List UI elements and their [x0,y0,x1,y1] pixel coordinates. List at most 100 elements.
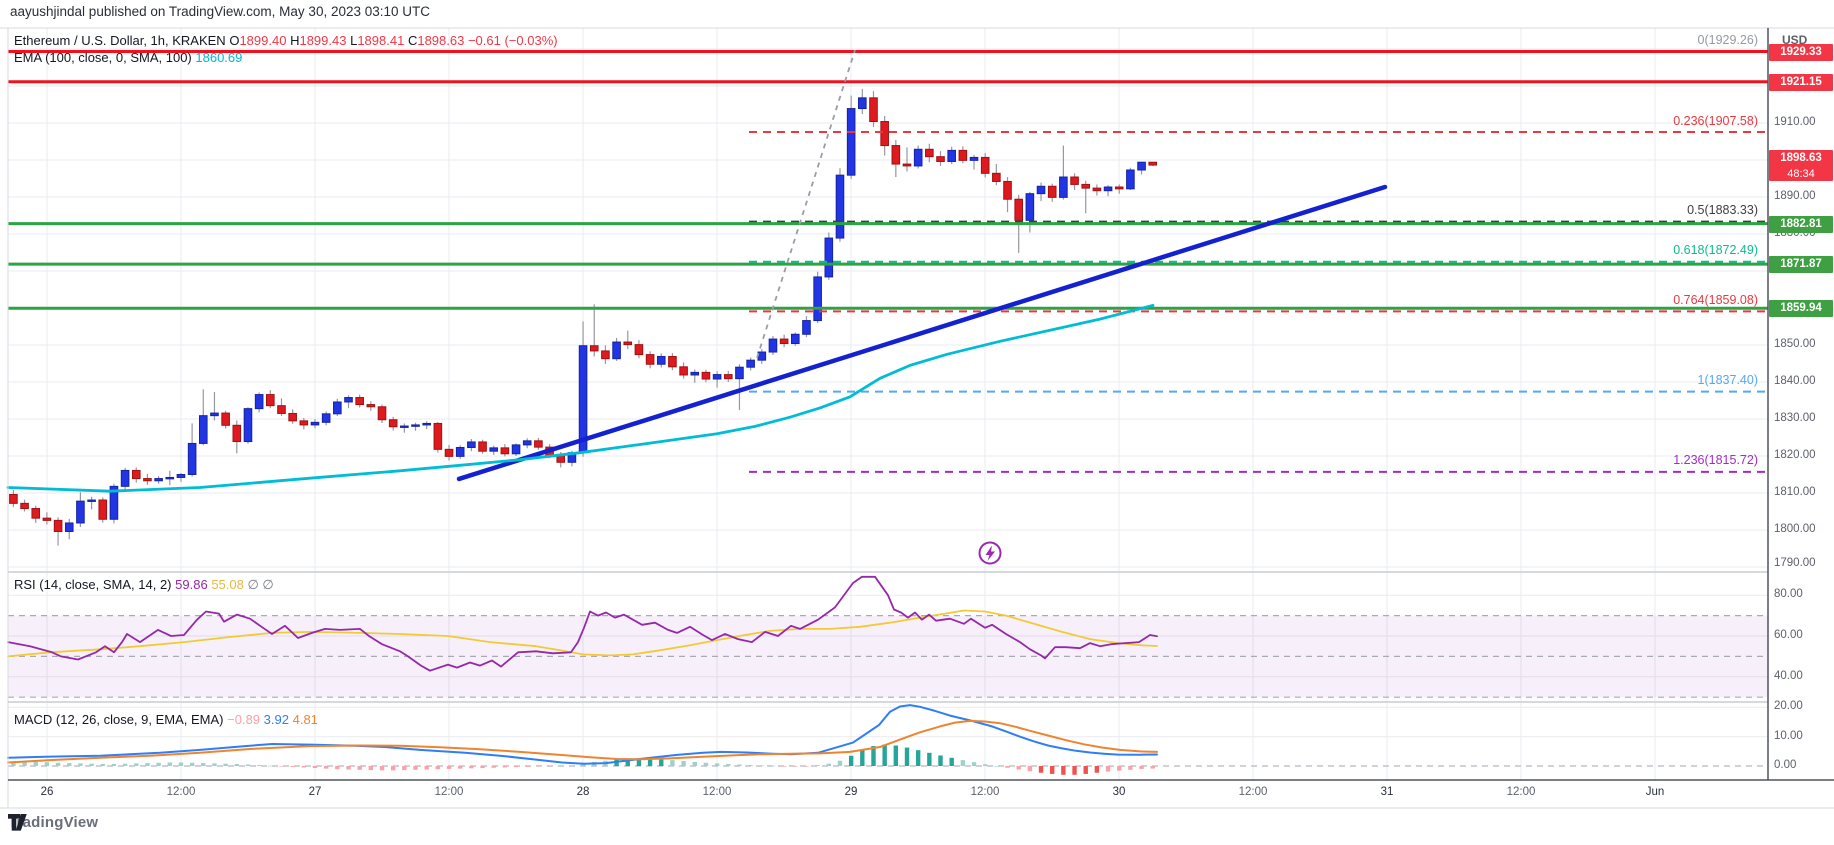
macd-histogram-bar [960,760,966,766]
price-axis-label[interactable]: 1810.00 [1774,486,1816,498]
ema-value: 1860.69 [195,50,243,65]
time-axis-label-12:00[interactable]: 12:00 [166,786,196,798]
macd-histogram-bar [1005,766,1010,768]
candle-body [846,108,856,176]
price-axis-label[interactable]: 1890.00 [1774,190,1816,202]
candle-body [9,493,18,504]
candle-body [120,469,130,487]
time-axis-label-12:00[interactable]: 12:00 [1238,786,1268,798]
price-axis-label[interactable]: 1910.00 [1774,116,1816,128]
candle-body [1025,193,1035,221]
time-axis-label-27[interactable]: 27 [308,786,322,798]
ema-title: EMA (100, close, 0, SMA, 100) [14,50,192,65]
macd-histogram-bar [446,766,452,769]
macd-legend[interactable]: MACD (12, 26, close, 9, EMA, EMA) −0.89 … [14,712,318,727]
time-axis-label-12:00[interactable]: 12:00 [434,786,464,798]
macd-histogram-bar [860,749,865,766]
candle-body [344,397,353,403]
time-axis-label-12:00[interactable]: 12:00 [702,786,732,798]
macd-histogram-bar [390,766,396,771]
macd-histogram-bar [982,764,988,766]
candle-body [266,394,275,407]
macd-histogram-bar [178,762,184,766]
candle-body [400,425,409,428]
macd-histogram-bar [234,763,239,766]
price-axis-label[interactable]: 10.00 [1774,730,1803,742]
candle-body [779,338,789,345]
macd-histogram-bar [1016,766,1021,770]
macd-histogram-bar [256,765,262,766]
macd-histogram-bar [871,746,876,766]
macd-histogram-bar [770,765,776,767]
time-axis-label-29[interactable]: 29 [844,786,858,798]
macd-histogram-bar [938,755,943,766]
rsi-legend[interactable]: RSI (14, close, SMA, 14, 2) 59.86 55.08 … [14,577,274,593]
candle-body [64,522,74,532]
candle-body [791,333,800,345]
candle-body [299,420,309,426]
candle-body [210,412,219,417]
time-axis-label-Jun[interactable]: Jun [1645,786,1665,798]
tradingview-logo[interactable]: TradingView [8,814,98,831]
candle-body [746,359,755,368]
macd-histogram-bar [670,760,675,766]
candle-body [768,338,778,353]
macd-histogram-bar [1105,766,1111,772]
candle-body [1114,186,1124,190]
price-axis-label[interactable]: 1790.00 [1774,557,1816,569]
price-tag-1898.63: 1898.63 48:34 [1769,149,1833,181]
candle-body [656,355,666,365]
macd-histogram-bar [156,762,161,766]
macd-signal-line [7,719,1158,764]
price-axis-label[interactable]: 60.00 [1774,629,1803,641]
price-axis-label[interactable]: 20.00 [1774,700,1803,712]
candle-body [645,354,655,365]
candle-body [601,350,610,360]
macd-histogram-bar [1038,766,1044,773]
macd-signal-value: 4.81 [292,712,318,727]
macd-histogram-bar [659,759,664,766]
tradingview-logo-text: TradingView [8,814,99,831]
price-axis-label[interactable]: 1820.00 [1774,449,1816,461]
macd-value: 3.92 [263,712,289,727]
ema-legend[interactable]: EMA (100, close, 0, SMA, 100) 1860.69 [14,50,242,65]
macd-histogram-bar [290,766,295,767]
macd-histogram-bar [536,766,541,767]
price-axis-label[interactable]: 40.00 [1774,670,1803,682]
time-axis-label-30[interactable]: 30 [1112,786,1126,798]
macd-histogram-bar [692,761,697,766]
symbol-legend[interactable]: Ethereum / U.S. Dollar, 1h, KRAKEN O1899… [14,33,558,48]
macd-histogram-bar [1117,766,1122,771]
candle-body [612,341,621,360]
time-axis-label-28[interactable]: 28 [576,786,590,798]
candle-body [824,237,834,278]
price-axis-label[interactable]: 1850.00 [1774,338,1816,350]
macd-histogram-bar [122,763,128,766]
price-axis-label[interactable]: 80.00 [1774,588,1803,600]
macd-histogram-bar [11,761,16,766]
candle-body [176,474,186,478]
price-axis-label[interactable]: 1840.00 [1774,375,1816,387]
candle-body [668,355,677,368]
time-axis-label-26[interactable]: 26 [40,786,54,798]
candle-body [958,149,968,161]
macd-histogram-bar [893,745,899,766]
price-tag-1882.81: 1882.81 [1769,215,1833,233]
price-axis-label[interactable]: 0.00 [1774,759,1797,771]
candle-body [1014,198,1024,221]
macd-histogram-bar [781,766,787,767]
macd-histogram-bar [145,763,150,766]
candle-body [902,163,912,167]
time-axis-label-12:00[interactable]: 12:00 [1506,786,1536,798]
macd-histogram-bar [1139,766,1144,769]
candle-body [925,148,934,158]
rsi-value: 59.86 [175,577,208,592]
time-axis-label-12:00[interactable]: 12:00 [970,786,1000,798]
time-axis-label-31[interactable]: 31 [1380,786,1394,798]
candle-body [98,499,108,520]
price-axis-label[interactable]: 1830.00 [1774,412,1816,424]
candle-body [534,440,543,448]
macd-histogram-bar [469,766,474,769]
price-axis-label[interactable]: 1800.00 [1774,523,1816,535]
